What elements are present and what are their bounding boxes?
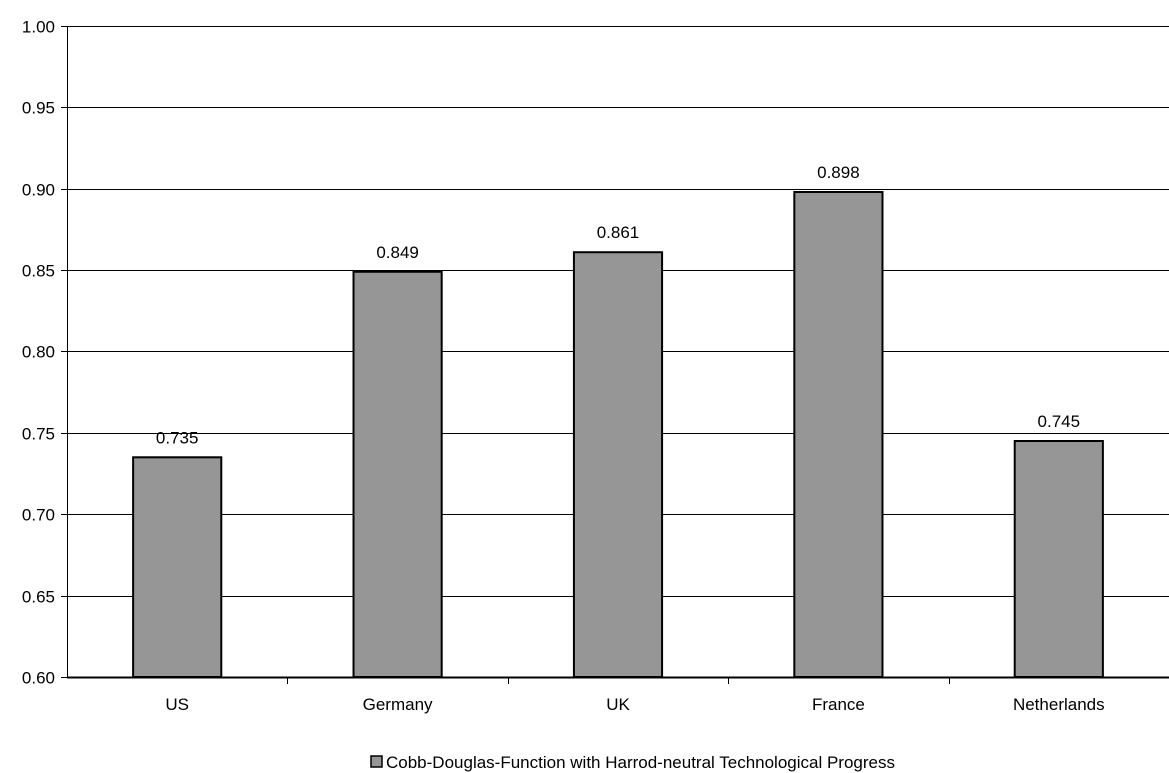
y-tick-label: 0.75	[22, 425, 55, 444]
y-tick-label: 0.60	[22, 669, 55, 688]
bar-uk	[572, 251, 664, 678]
data-label: 0.861	[597, 223, 640, 242]
labels: 0.60 0.65 0.70 0.75 0.80 0.85 0.90 0.95 1.00 0.73…	[22, 18, 1105, 715]
data-label: 0.849	[376, 243, 419, 262]
data-label: 0.735	[156, 428, 199, 447]
y-tick-label: 0.80	[22, 343, 55, 362]
y-tick-label: 0.95	[22, 99, 55, 118]
bar-france	[793, 191, 884, 678]
category-label: Germany	[363, 695, 433, 714]
bar-netherlands	[1013, 440, 1104, 679]
data-label: 0.745	[1038, 412, 1081, 431]
axes	[61, 26, 1169, 684]
category-label: US	[165, 695, 189, 714]
bars	[132, 191, 1104, 679]
y-tick-label: 0.90	[22, 181, 55, 200]
category-label: Netherlands	[1013, 695, 1105, 714]
data-label: 0.898	[817, 163, 860, 182]
legend: Cobb-Douglas-Function with Harrod-neutra…	[370, 753, 895, 772]
y-tick-label: 0.85	[22, 262, 55, 281]
legend-label: Cobb-Douglas-Function with Harrod-neutra…	[386, 753, 895, 772]
y-tick-label: 1.00	[22, 18, 55, 37]
bar-us	[132, 456, 223, 678]
bar-germany	[352, 270, 443, 678]
y-tick-label: 0.70	[22, 506, 55, 525]
legend-swatch	[370, 755, 383, 768]
y-tick-label: 0.65	[22, 588, 55, 607]
category-label: UK	[606, 695, 630, 714]
category-label: France	[812, 695, 865, 714]
